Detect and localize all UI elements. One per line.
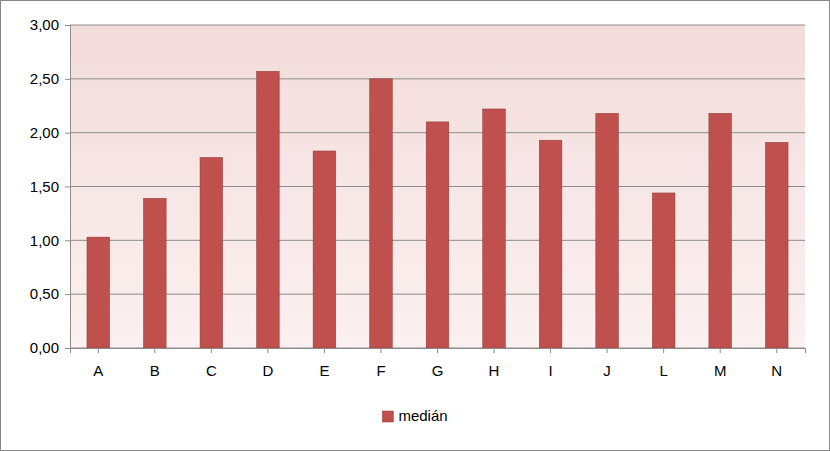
y-tick: 0,50	[30, 285, 70, 302]
y-tick: 1,50	[30, 178, 70, 195]
plot-background	[70, 25, 805, 348]
legend-swatch	[382, 411, 393, 422]
y-tick-mark	[65, 294, 70, 295]
legend-item: medián	[382, 407, 447, 424]
x-tick-mark	[211, 348, 212, 353]
chart: 0,00 0,50 1,00 1,50 2,00 2,50 3,00 A B C D E F G H I J L M…	[0, 0, 830, 451]
x-tick: G	[432, 348, 444, 379]
x-tick-mark	[98, 348, 99, 353]
bar	[144, 198, 167, 348]
y-tick-label: 1,00	[30, 232, 59, 249]
x-tick: A	[93, 348, 103, 379]
x-tick-label: F	[376, 362, 385, 379]
bar	[426, 122, 449, 348]
x-tick-label: C	[206, 362, 217, 379]
x-tick-label: H	[489, 362, 500, 379]
y-tick-mark	[65, 79, 70, 80]
y-tick: 0,00	[30, 339, 70, 356]
x-tick-label: J	[603, 362, 611, 379]
bar	[87, 237, 110, 348]
x-tick: N	[771, 348, 782, 379]
y-tick: 2,50	[30, 70, 70, 87]
x-tick: F	[376, 348, 385, 379]
legend-label: medián	[398, 407, 447, 424]
x-tick-mark	[720, 348, 721, 353]
x-tick-mark	[550, 348, 551, 353]
x-tick-mark	[267, 348, 268, 353]
y-axis-line	[65, 26, 71, 349]
y-axis: 0,00 0,50 1,00 1,50 2,00 2,50 3,00	[30, 16, 71, 356]
y-tick: 3,00	[30, 16, 70, 33]
y-tick-label: 0,50	[30, 285, 59, 302]
y-tick-mark	[65, 133, 70, 134]
y-tick-mark	[65, 187, 70, 188]
x-tick-mark	[494, 348, 495, 353]
x-tick-mark	[154, 348, 155, 353]
x-tick-label: G	[432, 362, 444, 379]
bars	[87, 71, 788, 348]
x-tick: B	[150, 348, 160, 379]
bar	[709, 113, 732, 348]
x-tick-label: N	[771, 362, 782, 379]
y-tick-label: 0,00	[30, 339, 59, 356]
legend: medián	[382, 407, 447, 424]
y-tick-label: 3,00	[30, 16, 59, 33]
bar	[257, 71, 280, 348]
x-tick: D	[262, 348, 273, 379]
x-axis: ABCDEFGHIJLMN	[71, 348, 806, 379]
x-tick: H	[489, 348, 500, 379]
x-tick: C	[206, 348, 217, 379]
y-tick-mark	[65, 240, 70, 241]
x-tick: I	[548, 348, 552, 379]
x-tick-label: B	[150, 362, 160, 379]
y-tick-mark	[65, 348, 70, 349]
x-tick-mark	[776, 348, 777, 353]
y-tick-mark	[65, 25, 70, 26]
x-tick: M	[714, 348, 727, 379]
x-tick: L	[659, 348, 667, 379]
bar	[765, 142, 788, 348]
bar	[652, 193, 675, 348]
x-tick-label: A	[93, 362, 103, 379]
x-tick: J	[603, 348, 611, 379]
bar	[596, 113, 619, 348]
y-tick: 1,00	[30, 232, 70, 249]
bar	[313, 151, 336, 348]
bar	[370, 79, 393, 348]
y-tick-label: 2,50	[30, 70, 59, 87]
chart-frame	[1, 1, 830, 451]
grid-line	[70, 25, 805, 26]
x-tick: E	[319, 348, 329, 379]
plot: 0,00 0,50 1,00 1,50 2,00 2,50 3,00 A B C D E F G H I J L M…	[30, 16, 806, 378]
bar	[483, 109, 506, 348]
x-tick-label: E	[319, 362, 329, 379]
bar	[539, 140, 562, 348]
y-tick-label: 1,50	[30, 178, 59, 195]
x-tick-mark	[607, 348, 608, 353]
x-tick-mark	[380, 348, 381, 353]
x-axis-line	[71, 349, 806, 354]
y-tick-label: 2,00	[30, 124, 59, 141]
x-tick-label: I	[548, 362, 552, 379]
x-tick-label: D	[262, 362, 273, 379]
x-tick-label: L	[659, 362, 667, 379]
grid	[70, 25, 805, 348]
x-tick-mark	[324, 348, 325, 353]
bar	[200, 157, 223, 348]
x-tick-mark	[663, 348, 664, 353]
x-tick-mark	[437, 348, 438, 353]
x-tick-label: M	[714, 362, 727, 379]
y-tick: 2,00	[30, 124, 70, 141]
grid-line	[70, 78, 805, 79]
